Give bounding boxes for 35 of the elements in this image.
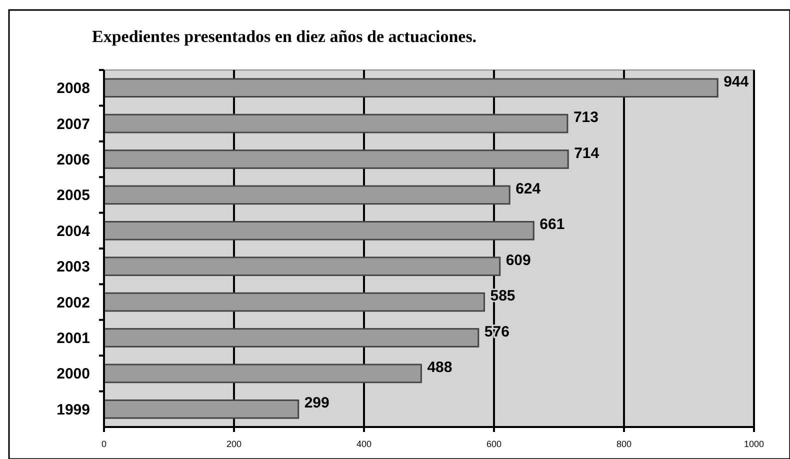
bar xyxy=(103,220,534,240)
x-tick-label: 1000 xyxy=(744,439,764,449)
data-label: 713 xyxy=(573,109,598,126)
x-tick-label: 200 xyxy=(226,439,242,449)
y-tick-label: 2000 xyxy=(56,366,90,383)
data-label: 714 xyxy=(574,144,600,162)
data-label: 488 xyxy=(427,358,452,376)
x-tick-label: 800 xyxy=(616,439,632,449)
bar xyxy=(103,328,480,348)
bar xyxy=(103,399,300,419)
y-tick-label: 2002 xyxy=(56,294,90,312)
bar xyxy=(103,185,510,205)
y-tick-label: 2003 xyxy=(56,258,90,276)
bar xyxy=(103,292,485,312)
data-label: 299 xyxy=(304,394,330,412)
chart-title: Expedientes presentados en diez años de actuaciones. xyxy=(92,27,477,46)
x-tick-label: 400 xyxy=(356,439,372,449)
x-tick-label: 600 xyxy=(486,439,502,449)
y-tick-label: 2008 xyxy=(56,80,90,98)
y-tick-label: 1999 xyxy=(56,401,90,418)
y-tick-label: 2005 xyxy=(56,187,90,204)
bar xyxy=(103,150,569,169)
bar xyxy=(103,364,422,384)
y-tick-label: 2004 xyxy=(56,222,91,240)
data-label: 661 xyxy=(540,216,565,234)
data-label: 944 xyxy=(724,73,750,90)
data-label: 624 xyxy=(516,180,542,198)
y-tick-label: 2001 xyxy=(56,330,90,347)
bar xyxy=(103,78,718,98)
y-tick-label: 2007 xyxy=(56,116,90,133)
bar xyxy=(103,256,501,276)
x-tick-label: 0 xyxy=(101,439,107,449)
y-tick-label: 2006 xyxy=(56,152,90,168)
data-label: 609 xyxy=(506,252,531,269)
bar xyxy=(103,114,568,134)
